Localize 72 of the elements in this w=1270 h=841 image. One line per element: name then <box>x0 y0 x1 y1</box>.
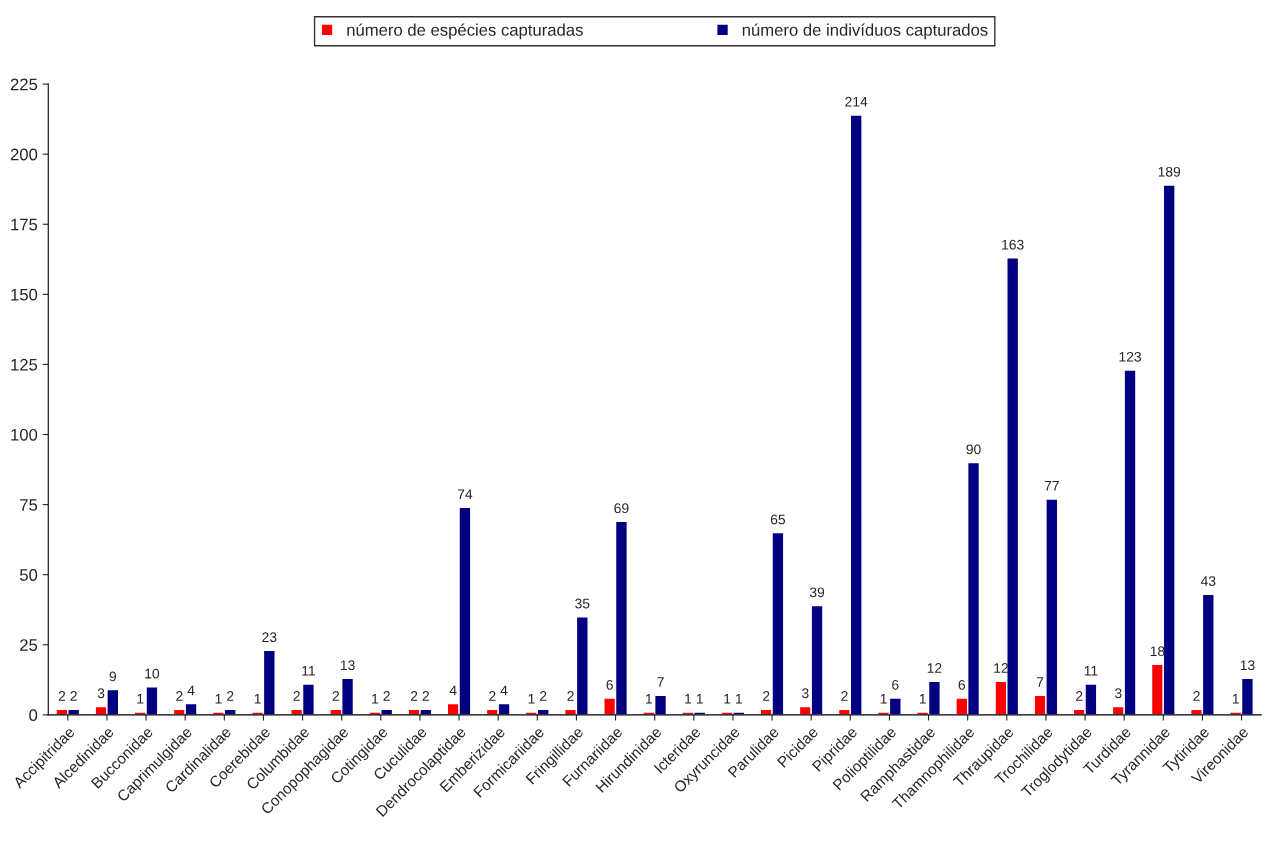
data-label: 11 <box>302 666 315 676</box>
data-label: 2 <box>422 691 429 701</box>
data-label: 1 <box>736 694 742 704</box>
data-label: 6 <box>606 679 613 690</box>
y-tick-label: 200 <box>10 148 38 161</box>
data-label: 23 <box>262 632 277 643</box>
data-label: 65 <box>770 514 786 525</box>
data-label: 6 <box>958 679 966 690</box>
data-label: 123 <box>1119 351 1142 362</box>
data-label: 3 <box>801 688 809 699</box>
data-label: 1 <box>685 694 692 704</box>
data-label: 4 <box>449 685 457 696</box>
data-label: 1 <box>528 694 535 704</box>
data-label: 1 <box>254 694 261 704</box>
y-tick-label: 50 <box>19 569 38 581</box>
y-tick-label: 225 <box>10 78 38 91</box>
data-label: 4 <box>500 685 508 696</box>
data-label: 2 <box>293 691 300 701</box>
data-label: 90 <box>966 444 981 455</box>
y-tick-label: 0 <box>29 709 38 722</box>
data-label: 2 <box>763 691 770 701</box>
data-label: 7 <box>657 677 664 687</box>
data-label: 163 <box>1002 239 1024 250</box>
data-label: 2 <box>410 691 418 701</box>
data-label: 2 <box>332 691 339 701</box>
data-label: 2 <box>1193 691 1200 701</box>
y-tick-label: 150 <box>11 288 38 301</box>
data-label: 12 <box>927 663 942 673</box>
data-label: 189 <box>1158 166 1181 177</box>
data-label: 2 <box>176 691 183 701</box>
data-label: 3 <box>97 688 105 699</box>
data-label: 1 <box>215 694 222 704</box>
data-label: 6 <box>892 679 899 690</box>
data-label: 2 <box>489 691 496 701</box>
data-label: 2 <box>1076 691 1083 701</box>
data-label: 1 <box>646 694 652 704</box>
data-label: 2 <box>841 691 848 701</box>
data-label: 214 <box>845 96 868 107</box>
data-label: 43 <box>1200 576 1216 587</box>
y-tick-label: 125 <box>11 358 38 371</box>
data-label: 13 <box>340 660 355 671</box>
data-label: 1 <box>372 694 379 704</box>
data-label: 9 <box>109 671 117 682</box>
y-tick-label: 100 <box>11 428 38 441</box>
y-tick-label: 25 <box>20 639 38 651</box>
legend-label: número de indivíduos capturados <box>742 23 988 40</box>
data-label: 3 <box>1114 688 1122 699</box>
data-label: 2 <box>227 691 234 701</box>
data-label: 39 <box>809 587 825 598</box>
data-label: 2 <box>540 691 547 701</box>
data-label: 4 <box>187 685 195 696</box>
data-label: 74 <box>457 489 473 499</box>
data-label: 77 <box>1044 481 1059 491</box>
data-label: 1 <box>724 694 731 704</box>
data-label: 35 <box>575 598 590 609</box>
data-label: 10 <box>145 668 160 679</box>
data-label: 2 <box>70 691 77 701</box>
data-label: 1 <box>696 694 703 704</box>
data-label: 1 <box>919 694 926 704</box>
data-label: 2 <box>383 691 390 701</box>
y-tick-label: 175 <box>11 218 38 231</box>
data-label: 2 <box>567 691 574 701</box>
data-label: 13 <box>1240 660 1255 671</box>
y-tick-label: 75 <box>20 499 38 511</box>
data-label: 1 <box>1232 694 1239 704</box>
data-label: 1 <box>137 694 144 704</box>
data-label: 69 <box>614 503 629 514</box>
data-label: 2 <box>58 691 66 701</box>
data-label: 11 <box>1084 666 1098 676</box>
data-label: 1 <box>880 694 887 704</box>
data-label: 7 <box>1036 677 1044 687</box>
legend-label: número de espécies capturadas <box>347 23 583 40</box>
